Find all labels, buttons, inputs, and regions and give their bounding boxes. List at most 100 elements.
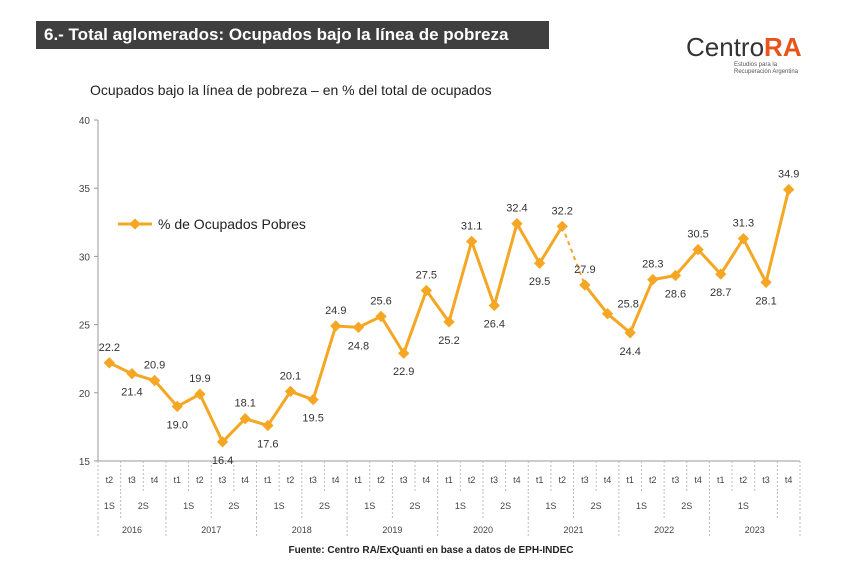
data-label: 32.2 [552,205,573,217]
logo-name-part1: Centro [686,32,765,62]
data-label: 19.9 [189,373,210,385]
x-tick-label-quarter: t3 [491,475,499,485]
x-tick-label-quarter: t3 [762,475,770,485]
data-label: 22.9 [393,366,414,378]
x-tick-label-semester: 1S [545,501,556,511]
data-label: 30.5 [687,229,708,241]
data-label: 22.2 [99,342,120,354]
x-tick-label-semester: 1S [104,501,115,511]
x-tick-label-quarter: t2 [649,475,657,485]
data-point-marker [692,243,704,256]
x-tick-label-quarter: t4 [332,475,340,485]
data-point-marker [579,279,591,291]
logo-tagline: Estudios para la Recuperación Argentina [734,62,834,76]
x-tick-label-year: 2018 [292,525,312,535]
x-tick-label-quarter: t2 [196,475,204,485]
data-point-marker [760,276,772,288]
x-tick-label-quarter: t4 [785,475,793,485]
x-tick-label-quarter: t2 [287,475,295,485]
x-tick-label-semester: 1S [636,501,647,511]
x-tick-label-quarter: t1 [264,475,272,485]
data-point-marker [601,308,614,320]
series-break-connector [561,226,586,286]
page-title: 6.- Total aglomerados: Ocupados bajo la … [36,21,549,49]
y-tick-label: 20 [79,389,91,400]
x-tick-label-semester: 1S [455,501,466,511]
x-tick-label-quarter: t3 [581,475,589,485]
x-tick-label-quarter: t2 [740,475,748,485]
x-tick-label-quarter: t1 [536,475,544,485]
y-tick-label: 35 [79,184,91,195]
data-label: 29.5 [529,276,550,288]
x-tick-label-semester: 2S [138,501,149,511]
x-tick-label-quarter: t3 [128,475,136,485]
x-tick-label-semester: 2S [591,501,602,511]
data-point-marker [737,233,750,245]
data-label: 26.4 [484,319,505,331]
x-tick-label-semester: 2S [500,501,511,511]
data-label: 19.0 [167,419,188,431]
x-tick-label-year: 2022 [654,525,674,535]
data-point-marker [148,374,161,387]
x-tick-label-quarter: t3 [219,475,227,485]
y-tick-label: 15 [79,457,91,468]
x-tick-label-semester: 1S [183,501,194,511]
data-point-marker [194,388,206,400]
x-tick-label-quarter: t4 [241,475,249,485]
data-label: 25.8 [618,299,639,311]
data-point-marker [398,347,410,359]
logo-tagline-line2: Recuperación Argentina [734,69,799,75]
x-tick-label-semester: 1S [364,501,375,511]
data-label: 28.7 [710,287,731,299]
centro-ra-logo: CentroRA Estudios para la Recuperación A… [686,32,836,82]
data-point-marker [533,257,546,269]
data-label: 24.9 [325,305,346,317]
data-point-marker [443,316,455,328]
x-tick-label-year: 2017 [201,525,221,535]
data-point-marker [284,385,297,398]
logo-wordmark: CentroRA [686,32,802,63]
y-tick-label: 25 [79,321,91,332]
data-label: 24.4 [619,346,640,358]
x-tick-label-semester: 2S [410,501,421,511]
data-label: 28.1 [755,295,776,307]
data-label: 21.4 [121,387,142,399]
legend-label: % de Ocupados Pobres [158,216,306,232]
data-label: 19.5 [302,413,323,425]
data-label: 28.6 [665,288,686,300]
data-point-marker [488,299,500,312]
data-label: 20.1 [280,370,301,382]
x-tick-label-quarter: t1 [445,475,453,485]
x-tick-label-semester: 2S [681,501,692,511]
data-label: 25.6 [370,295,391,307]
x-tick-label-quarter: t4 [604,475,612,485]
x-tick-label-quarter: t4 [694,475,702,485]
chart-title: Ocupados bajo la línea de pobreza – en %… [90,82,492,98]
data-point-marker [669,269,682,282]
x-tick-label-quarter: t3 [400,475,408,485]
data-point-marker [307,393,319,406]
x-tick-label-quarter: t4 [423,475,431,485]
data-label: 34.9 [778,169,799,181]
x-tick-label-quarter: t1 [626,475,634,485]
data-label: 17.6 [257,439,278,451]
x-tick-label-year: 2019 [382,525,402,535]
data-point-marker [465,235,478,248]
data-label: 25.2 [438,335,459,347]
y-tick-label: 30 [79,252,91,263]
data-point-marker [624,327,636,339]
series-line [583,189,791,335]
x-tick-label-quarter: t3 [309,475,317,485]
x-tick-label-semester: 1S [738,501,749,511]
data-point-marker [647,273,659,286]
data-label: 32.4 [506,203,527,215]
data-point-marker [556,220,568,233]
data-label: 18.1 [234,398,255,410]
x-tick-label-quarter: t4 [513,475,521,485]
data-point-marker [171,400,183,413]
x-tick-label-semester: 2S [228,501,239,511]
data-label: 16.4 [212,455,233,467]
x-tick-label-quarter: t1 [355,475,363,485]
data-label: 27.5 [416,270,437,282]
